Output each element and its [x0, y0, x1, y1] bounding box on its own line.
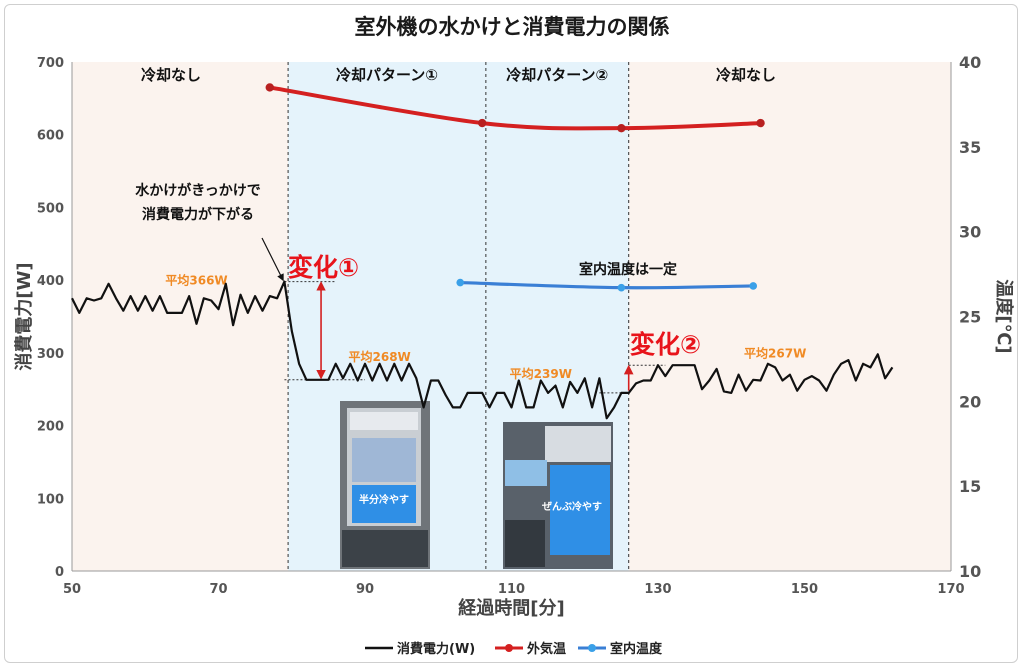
series-indoor-point-0 — [456, 278, 465, 287]
note-line2: 消費電力が下がる — [142, 206, 254, 223]
x-axis-label: 経過時間[分] — [458, 597, 564, 619]
phase-label-3: 冷却なし — [716, 66, 776, 84]
y-right-tick-40: 40 — [959, 53, 981, 72]
y-right-tick-10: 10 — [959, 562, 981, 581]
y-left-tick-400: 400 — [37, 274, 64, 289]
series-outdoor-point-2 — [617, 123, 626, 133]
annotations: 水かけがきっかけで 消費電力が下がる 変化① 変化② 室内温度は一定 — [135, 182, 701, 359]
y-right-tick-30: 30 — [959, 223, 981, 242]
y-right-tick-35: 35 — [959, 138, 981, 157]
photo1-caption: 半分冷やす — [359, 493, 409, 506]
series-power-line — [71, 280, 894, 420]
x-tick-130: 130 — [644, 582, 671, 597]
photo-full-cooling: ぜんぶ冷やす — [503, 422, 613, 569]
indoor-note: 室内温度は一定 — [579, 261, 677, 278]
y-left-tick-100: 100 — [37, 492, 64, 507]
y-left-tick-0: 0 — [55, 565, 64, 580]
legend-item-indoor: 室内温度 — [578, 641, 663, 657]
chart-frame — [4, 4, 1018, 663]
series-outdoor-line — [269, 85, 761, 131]
series-outdoor-point-3 — [756, 118, 765, 128]
chart-title: 室外機の水かけと消費電力の関係 — [355, 15, 670, 39]
svg-text:消費電力(W): 消費電力(W) — [397, 641, 475, 657]
change2-label: 変化② — [630, 330, 701, 359]
phase-bg-0 — [72, 62, 289, 571]
x-tick-110: 110 — [498, 582, 525, 597]
svg-text:室内温度: 室内温度 — [610, 641, 663, 657]
avg-label-2: 平均239W — [510, 366, 572, 381]
note-line1: 水かけがきっかけで — [135, 182, 260, 199]
y-left-tick-700: 700 — [37, 56, 64, 71]
y-axis-left-label: 消費電力[W] — [13, 262, 35, 370]
svg-text:外気温: 外気温 — [526, 641, 566, 657]
average-lines: 平均366W 平均268W 平均239W 平均267W — [165, 273, 806, 394]
y-left-tick-200: 200 — [37, 420, 64, 435]
y-left-tick-600: 600 — [37, 129, 64, 144]
series-outdoor-point-1 — [478, 118, 487, 128]
series-indoor-point-1 — [617, 283, 626, 292]
phase-backgrounds: 冷却なし 冷却パターン① 冷却パターン② 冷却なし — [72, 62, 951, 571]
phase-label-2: 冷却パターン② — [506, 66, 608, 84]
phase-label-1: 冷却パターン① — [336, 66, 438, 84]
series — [71, 83, 894, 420]
note-arrow — [261, 237, 284, 282]
avg-label-3: 平均267W — [744, 346, 806, 361]
series-indoor-point-2 — [749, 282, 758, 290]
series-outdoor-point-0 — [265, 83, 274, 92]
x-tick-170: 170 — [937, 582, 964, 597]
legend: 消費電力(W) 外気温 室内温度 — [365, 641, 663, 657]
axes: 50 70 90 110 130 150 170 0 100 200 300 400 500 600 700… — [13, 53, 1015, 619]
y-right-tick-15: 15 — [959, 477, 981, 496]
avg-label-0: 平均366W — [165, 273, 227, 288]
x-tick-150: 150 — [791, 582, 818, 597]
y-left-tick-300: 300 — [37, 347, 64, 362]
phase-label-0: 冷却なし — [141, 66, 201, 84]
x-tick-70: 70 — [209, 582, 227, 597]
phase-bg-3 — [628, 62, 951, 571]
x-tick-90: 90 — [356, 582, 374, 597]
x-tick-50: 50 — [63, 582, 81, 597]
legend-item-outdoor: 外気温 — [495, 641, 566, 657]
change1-label: 変化① — [288, 253, 359, 282]
y-right-tick-20: 20 — [959, 392, 981, 411]
y-left-tick-500: 500 — [37, 201, 64, 216]
y-right-tick-25: 25 — [959, 308, 981, 327]
avg-label-1: 平均268W — [349, 349, 411, 364]
photo2-caption: ぜんぶ冷やす — [542, 500, 602, 513]
photo-half-cooling: 半分冷やす — [340, 401, 430, 569]
y-axis-right-label: 温度[℃] — [993, 279, 1015, 353]
photos: 半分冷やす ぜんぶ冷やす — [340, 401, 613, 569]
legend-item-power: 消費電力(W) — [365, 641, 475, 657]
